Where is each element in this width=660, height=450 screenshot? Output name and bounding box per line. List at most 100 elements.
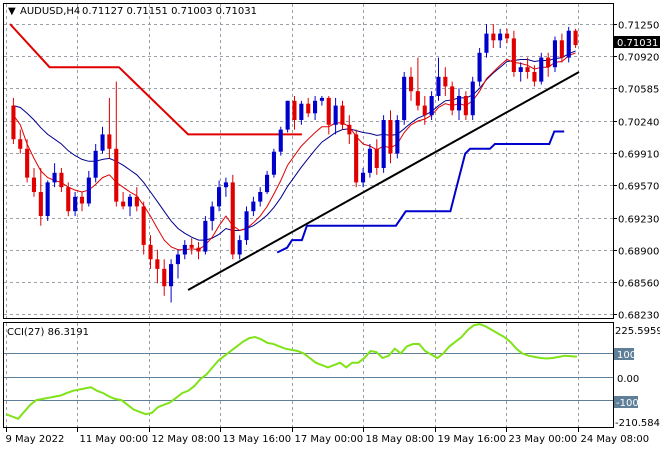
candle-body [107, 134, 112, 149]
candle-body [525, 67, 530, 72]
cci-min-label: -210.5844 [615, 418, 660, 429]
price-tag-value: 0.71031 [617, 38, 658, 49]
cci-level-0-label: 0.00 [617, 374, 639, 385]
time-tick-label: 9 May 2022 [6, 434, 65, 445]
candle-body [31, 177, 36, 192]
candle-body [292, 100, 297, 120]
candle-body [217, 187, 222, 207]
trend-stop-down-line [9, 23, 302, 136]
candle-body [306, 103, 311, 114]
ohlc-readout: 0.71127 0.71151 0.71003 0.71031 [82, 6, 257, 17]
candle-body [354, 134, 359, 183]
candle-body [244, 211, 249, 241]
candle-body [155, 259, 160, 269]
candle-body [162, 268, 167, 287]
price-tag-background [614, 36, 660, 48]
candle-body [141, 206, 146, 245]
candle-body [409, 76, 414, 92]
price-axis: 0.71250 0.70920 0.70585 0.70240 0.69910 0.695… [613, 21, 659, 322]
candle-body [196, 247, 201, 252]
candle-body [319, 97, 324, 101]
candle-body [11, 105, 16, 140]
candle-body [484, 33, 489, 53]
price-tick-label: 0.70585 [618, 85, 659, 96]
price-tick-label: 0.68560 [618, 279, 659, 290]
candle-body [470, 81, 475, 116]
chart-title-arrow-icon[interactable]: ▼ [8, 6, 16, 17]
candle-body [333, 105, 338, 125]
candle-body [559, 40, 564, 58]
candle-body [210, 206, 215, 221]
indicator-lines [9, 23, 580, 291]
candlesticks [11, 24, 578, 303]
time-tick-label: 17 May 00:00 [295, 434, 364, 445]
candle-body [450, 86, 455, 111]
price-tick-label: 0.70240 [618, 118, 659, 129]
candle-body [477, 52, 482, 82]
candle-body [436, 76, 441, 96]
candle-body [566, 30, 571, 58]
candle-body [203, 220, 208, 252]
cci-line [5, 323, 578, 420]
candle-body [148, 244, 153, 260]
candle-body [402, 76, 407, 120]
trend-stop-up-line [276, 130, 565, 254]
candle-body [114, 148, 119, 202]
candle-body [265, 174, 270, 193]
candle-body [505, 33, 510, 39]
support-trendline [187, 71, 580, 291]
candle-body [539, 57, 544, 82]
candle-body [546, 57, 551, 68]
candle-body [251, 201, 256, 212]
candle-body [429, 96, 434, 116]
candle-body [73, 196, 78, 212]
candle-body [278, 129, 283, 152]
cci-max-label: 225.5959 [615, 326, 660, 337]
price-tick-label: 0.68230 [618, 311, 659, 322]
time-tick-label: 23 May 00:00 [509, 434, 578, 445]
time-tick-label: 12 May 08:00 [152, 434, 221, 445]
candle-body [313, 100, 318, 114]
price-tick-label: 0.69570 [618, 182, 659, 193]
candle-body [395, 120, 400, 154]
candle-body [79, 196, 84, 204]
price-tick-label: 0.69230 [618, 215, 659, 226]
candle-body [134, 196, 139, 207]
cci-level-100-label: 100 [617, 350, 636, 361]
candle-body [463, 96, 468, 116]
chart-symbol: AUDUSD,H4 [20, 6, 80, 17]
candle-body [518, 67, 523, 72]
candle-body [573, 30, 578, 46]
candle-body [285, 100, 290, 130]
candle-body [121, 201, 126, 207]
candle-body [258, 192, 263, 202]
candle-body [532, 72, 537, 82]
candle-body [340, 105, 345, 125]
time-tick-label: 13 May 16:00 [223, 434, 292, 445]
candle-body [381, 120, 386, 168]
price-tick-label: 0.70920 [618, 53, 659, 64]
price-panel-frame [3, 3, 614, 319]
candle-body [367, 148, 372, 173]
time-tick-label: 19 May 16:00 [438, 434, 507, 445]
candle-body [361, 172, 366, 183]
candle-body [271, 151, 276, 175]
fast-moving-average-line [12, 52, 576, 251]
cci-indicator [4, 323, 613, 420]
cci-panel-frame [3, 322, 614, 428]
candle-body [422, 105, 427, 116]
candle-body [127, 196, 132, 207]
price-tick-label: 0.71250 [618, 21, 659, 32]
candle-body [189, 244, 194, 248]
candle-body [66, 187, 71, 212]
candle-body [45, 182, 50, 216]
cci-level-100-bg [614, 348, 634, 360]
candle-body [326, 97, 331, 125]
price-tick-label: 0.68900 [618, 247, 659, 258]
time-tick-label: 11 May 00:00 [80, 434, 149, 445]
candle-body [169, 264, 174, 287]
grid [4, 4, 613, 427]
candle-body [347, 124, 352, 135]
candle-body [498, 33, 503, 41]
